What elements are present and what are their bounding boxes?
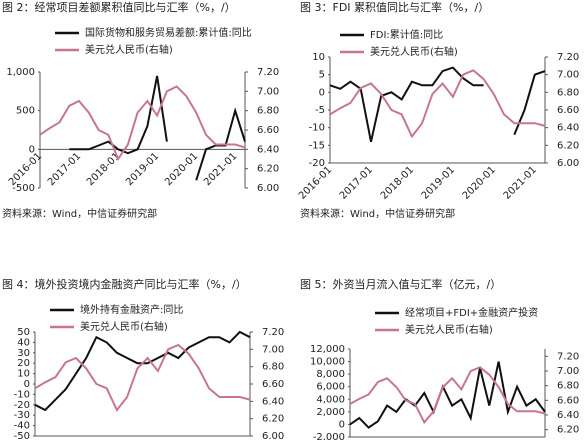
series-line <box>329 69 546 139</box>
y2-tick-label: 7.00 <box>557 366 579 377</box>
y-tick-label: 10 <box>17 369 30 380</box>
y-tick-label: -15 <box>309 140 325 151</box>
x-tick-label: 2016-01 <box>297 164 334 201</box>
x-tick-label: 2021-01 <box>502 164 539 201</box>
y-tick-label: -30 <box>14 410 30 421</box>
series-line <box>34 343 251 412</box>
y2-tick-label: 6.00 <box>262 431 284 440</box>
series-line <box>329 66 484 143</box>
y2-tick-label: 6.20 <box>262 414 284 425</box>
y2-tick-label: 6.20 <box>557 425 579 436</box>
series-line <box>349 361 546 429</box>
y2-tick-label: 6.80 <box>557 87 579 98</box>
y2-tick-label: 6.80 <box>557 381 579 392</box>
series-line <box>349 366 546 425</box>
series-line <box>34 330 251 412</box>
source-note: 资料来源：Wind，中信证券研究部 <box>300 207 455 220</box>
x-tick-label: 2020-01 <box>461 164 498 201</box>
y-tick-label: 50 <box>17 327 30 338</box>
y-tick-label: -5 <box>315 105 325 116</box>
y-tick-label: -500 <box>12 183 35 194</box>
y-tick-label: -20 <box>309 158 325 169</box>
y-tick-label: -40 <box>14 421 30 432</box>
y2-tick-label: 7.00 <box>257 86 279 97</box>
y-tick-label: -10 <box>309 123 325 134</box>
legend-label: 经常项目+FDI+金融资产投资 <box>405 306 538 319</box>
y2-tick-label: 7.20 <box>257 67 279 78</box>
y-tick-label: 20 <box>17 358 30 369</box>
y-tick-label: 30 <box>17 348 30 359</box>
legend-label: 美元兑人民币(右轴) <box>370 45 458 58</box>
y-tick-label: -10 <box>14 389 30 400</box>
legend-label: 美元兑人民币(右轴) <box>85 43 173 56</box>
y2-tick-label: 6.60 <box>257 125 279 136</box>
y2-tick-label: 6.80 <box>262 362 284 373</box>
y-tick-label: -20 <box>14 400 30 411</box>
y-tick-label: 5 <box>319 70 325 81</box>
chart-title: 图 5：外资当月流入值与汇率（亿元，/） <box>300 277 501 291</box>
source-note: 资料来源：Wind，中信证券研究部 <box>2 207 157 220</box>
chart-title: 图 2：经常项目差额累积值同比与汇率（%，/） <box>2 0 236 14</box>
y2-tick-label: 6.00 <box>557 158 579 169</box>
x-tick-label: 2018-01 <box>379 164 416 201</box>
y-tick-label: -2,000 <box>313 432 345 440</box>
x-tick-label: 2020-01 <box>163 151 200 188</box>
y-tick-label: 1,000 <box>6 67 35 78</box>
y2-tick-label: 6.20 <box>257 164 279 175</box>
x-tick-label: 2019-01 <box>420 164 457 201</box>
y2-tick-label: 6.60 <box>557 105 579 116</box>
y2-tick-label: 7.00 <box>262 344 284 355</box>
chart-title: 图 4：境外投资境内金融资产同比与汇率（%，/） <box>2 277 247 291</box>
y-tick-label: 500 <box>16 106 35 117</box>
y-tick-label: 0 <box>319 87 325 98</box>
y-tick-label: 2,000 <box>316 407 345 418</box>
chart-title: 图 3：FDI 累积值同比与汇率（%，/） <box>300 0 489 14</box>
y-tick-label: 4,000 <box>316 394 345 405</box>
legend-label: 美元兑人民币(右轴) <box>405 323 493 336</box>
legend-label: 国际货物和服务贸易差额:累计值:同比 <box>85 26 252 39</box>
series-line <box>39 85 246 162</box>
y2-tick-label: 7.20 <box>262 327 284 338</box>
legend-label: FDI:累计值:同比 <box>370 28 443 41</box>
y-tick-label: 6,000 <box>316 382 345 393</box>
y2-tick-label: 6.00 <box>257 183 279 194</box>
y2-tick-label: 6.40 <box>257 144 279 155</box>
y-tick-label: 10 <box>312 52 325 63</box>
y2-tick-label: 6.40 <box>557 123 579 134</box>
y-tick-label: 10,000 <box>310 357 345 368</box>
legend-label: 境外持有金融资产:同比 <box>80 303 183 316</box>
y-tick-label: 8,000 <box>316 369 345 380</box>
y2-tick-label: 6.60 <box>262 379 284 390</box>
x-tick-label: 2019-01 <box>124 151 161 188</box>
y2-tick-label: 6.20 <box>557 140 579 151</box>
y-tick-label: -50 <box>14 431 30 440</box>
y-tick-label: 0 <box>24 379 30 390</box>
y2-tick-label: 6.40 <box>262 396 284 407</box>
y2-tick-label: 7.00 <box>557 70 579 81</box>
y2-tick-label: 6.60 <box>557 395 579 406</box>
x-tick-label: 2017-01 <box>46 151 83 188</box>
series-line <box>69 75 168 155</box>
y-tick-label: 0 <box>339 419 345 430</box>
y-tick-label: 40 <box>17 337 30 348</box>
y2-tick-label: 7.20 <box>557 351 579 362</box>
y-tick-label: 0 <box>29 144 35 155</box>
legend-label: 美元兑人民币(右轴) <box>80 320 168 333</box>
y2-tick-label: 6.80 <box>257 106 279 117</box>
y2-tick-label: 7.20 <box>557 52 579 63</box>
x-tick-label: 2017-01 <box>338 164 375 201</box>
y2-tick-label: 6.40 <box>557 410 579 421</box>
x-tick-label: 2021-01 <box>202 151 239 188</box>
y-tick-label: 12,000 <box>310 344 345 355</box>
